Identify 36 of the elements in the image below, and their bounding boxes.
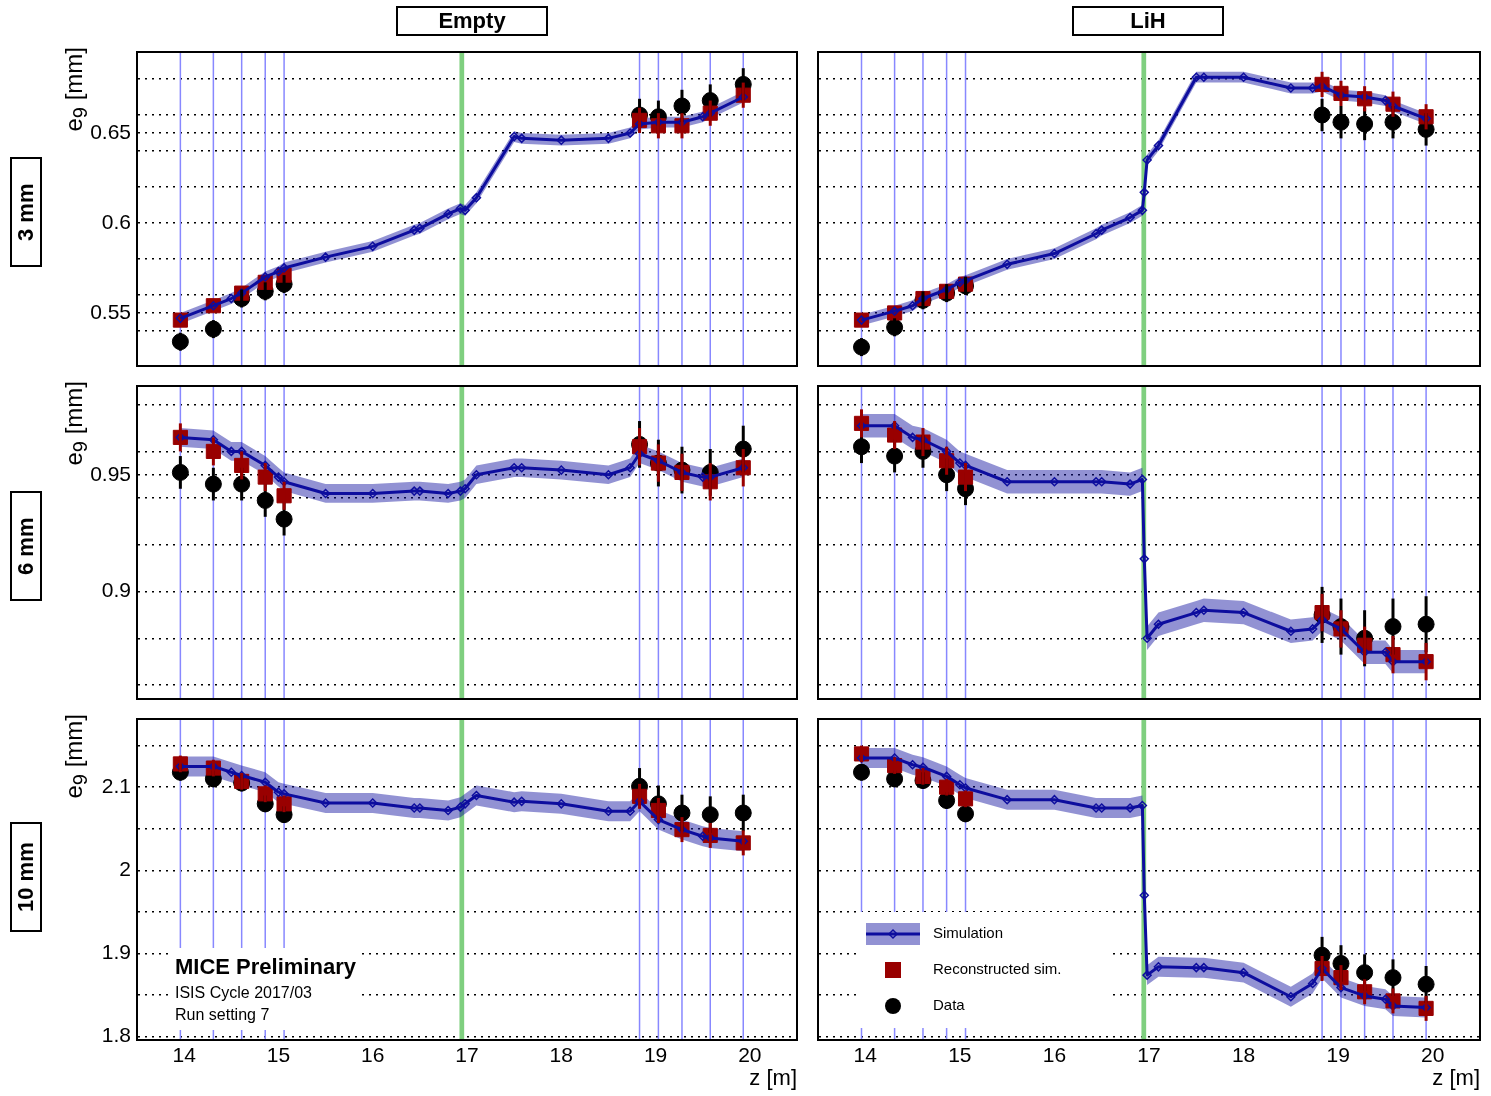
y-tick-label: 0.6 <box>101 209 131 233</box>
annotation: ISIS Cycle 2017/03 <box>175 984 313 1002</box>
y-tick-label: 2 <box>119 857 131 881</box>
y-tick-label: 0.65 <box>90 119 131 143</box>
legend-label: Reconstructed sim. <box>933 960 1062 978</box>
chart-title: Empty <box>396 6 548 36</box>
x-tick-label: 14 <box>172 1043 197 1067</box>
x-tick-label: 20 <box>738 1043 762 1067</box>
y-tick-label: 0.55 <box>90 299 131 323</box>
y-tick-label: 1.9 <box>101 940 131 964</box>
x-tick-label: 17 <box>455 1043 479 1067</box>
x-tick-label: 15 <box>266 1043 291 1067</box>
x-axis-title: z [m] <box>749 1064 797 1090</box>
y-tick-label: 2.1 <box>101 773 131 797</box>
x-tick-label: 16 <box>361 1043 385 1067</box>
x-tick-label: 20 <box>1421 1043 1445 1067</box>
x-tick-label: 19 <box>643 1043 668 1067</box>
text: 3 mm <box>10 157 42 267</box>
y-tick-label: 0.9 <box>101 578 131 602</box>
text: 10 mm <box>10 822 42 932</box>
chart-title: LiH <box>1072 6 1224 36</box>
x-tick-label: 14 <box>853 1043 878 1067</box>
legend-label: Data <box>933 996 966 1014</box>
y-tick-label: 0.95 <box>90 461 131 485</box>
x-tick-label: 17 <box>1137 1043 1161 1067</box>
x-tick-label: 16 <box>1042 1043 1067 1067</box>
x-tick-label: 15 <box>948 1043 972 1067</box>
x-tick-label: 18 <box>1231 1043 1256 1067</box>
x-tick-label: 19 <box>1326 1043 1350 1067</box>
legend-label: Simulation <box>933 924 1004 942</box>
x-axis-title: z [m] <box>1432 1064 1480 1090</box>
text: 6 mm <box>10 490 42 601</box>
y-tick-label: 1.8 <box>101 1023 131 1047</box>
x-tick-label: 18 <box>549 1043 573 1067</box>
annotation: MICE Preliminary <box>175 954 356 980</box>
annotation: Run setting 7 <box>175 1006 271 1024</box>
